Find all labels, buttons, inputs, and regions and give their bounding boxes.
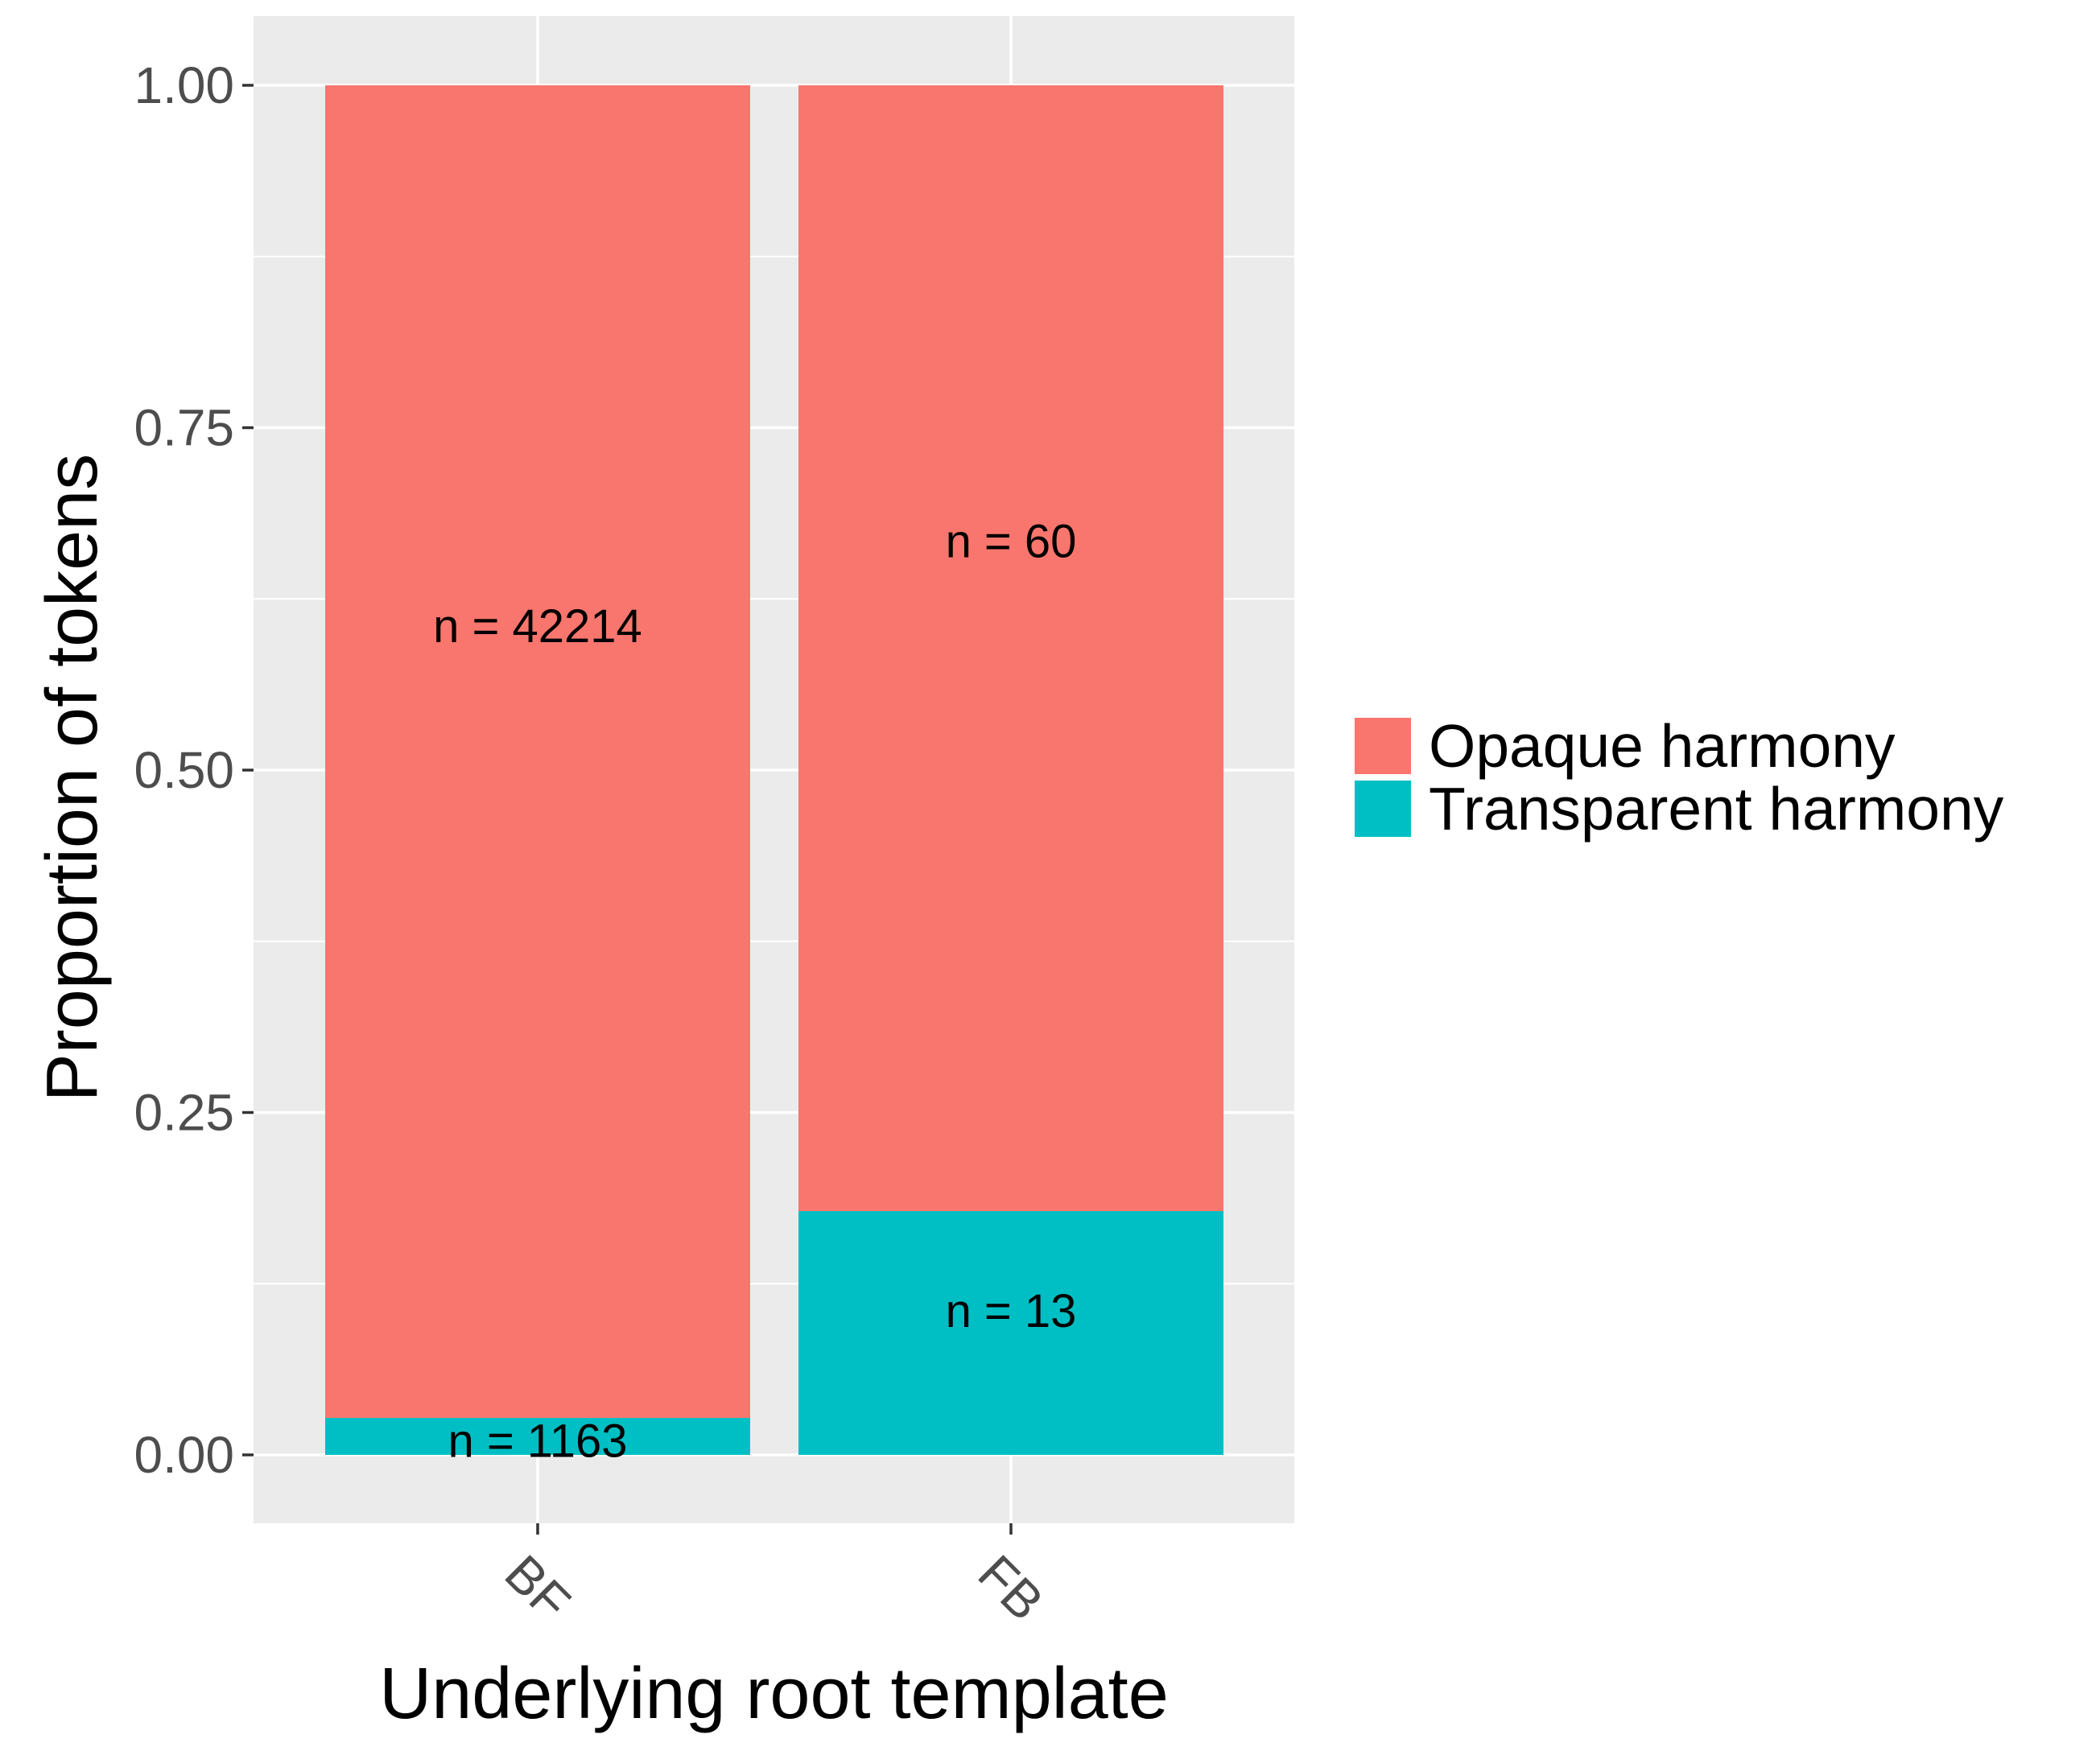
x-axis: BF FB xyxy=(494,1523,1055,1632)
x-tick-label: BF xyxy=(494,1544,582,1632)
y-tick-label: 0.25 xyxy=(134,1084,234,1142)
data-labels: n = 1163 n = 42214 n = 13 n = 60 xyxy=(433,515,1076,1467)
x-tick-label: FB xyxy=(967,1544,1055,1632)
legend-label: Transparent harmony xyxy=(1429,775,2004,843)
bar-fb-transparent-harmony xyxy=(798,1211,1223,1455)
bar-bf-transparent-harmony xyxy=(325,1418,750,1455)
y-axis-title: Proportion of tokens xyxy=(32,454,113,1102)
y-axis: 0.00 0.25 0.50 0.75 1.00 xyxy=(134,56,254,1484)
y-tick-label: 0.75 xyxy=(134,399,234,457)
y-tick-label: 1.00 xyxy=(134,56,234,114)
x-axis-title: Underlying root template xyxy=(379,1654,1169,1734)
legend-key xyxy=(1355,781,1411,837)
bar-fb-opaque-harmony xyxy=(798,85,1223,1212)
data-label: n = 1163 xyxy=(448,1415,627,1467)
bar-bf-opaque-harmony xyxy=(325,85,750,1419)
y-tick-label: 0.50 xyxy=(134,741,234,799)
y-tick-label: 0.00 xyxy=(134,1426,234,1484)
data-label: n = 13 xyxy=(946,1285,1077,1337)
legend-label: Opaque harmony xyxy=(1429,712,1896,780)
data-label: n = 42214 xyxy=(433,600,642,653)
bars xyxy=(325,85,1223,1455)
legend-key xyxy=(1355,718,1411,774)
data-label: n = 60 xyxy=(946,515,1077,567)
